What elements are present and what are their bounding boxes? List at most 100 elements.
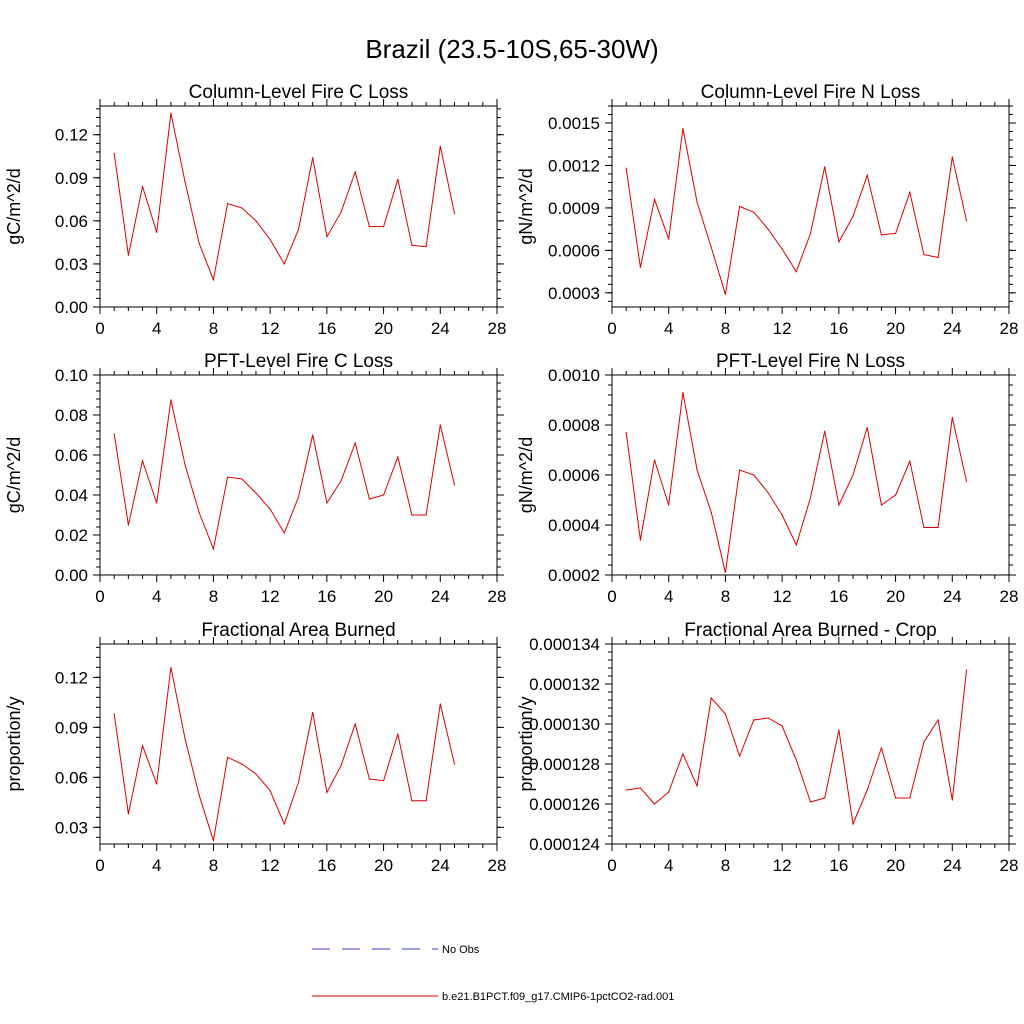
x-tick-label: 12 xyxy=(261,587,280,606)
y-tick-label: 0.0004 xyxy=(548,516,600,535)
data-point xyxy=(170,399,172,401)
chart-panel: 0 4 8 12 16 20 24 28 0.000124 0.000126 0.000128 0.0… xyxy=(516,620,1018,875)
data-point xyxy=(297,496,300,498)
y-tick-label: 0.12 xyxy=(55,668,88,687)
series-line xyxy=(625,128,967,295)
data-point xyxy=(951,799,953,801)
plot-frame xyxy=(99,374,498,576)
data-point xyxy=(113,152,115,154)
x-tick-label: 16 xyxy=(317,856,336,875)
data-point xyxy=(937,256,939,259)
data-point xyxy=(781,248,783,250)
data-point xyxy=(781,725,783,727)
chart-panel: 0 4 8 12 16 20 24 28 0.0002 0.0004 0.0006 0.0008 0.0… xyxy=(516,351,1018,606)
x-tick-label: 28 xyxy=(1000,319,1019,338)
legend-label-no-obs: No Obs xyxy=(442,944,480,956)
panel-title: Fractional Area Burned xyxy=(201,620,395,641)
y-tick-label: 0.06 xyxy=(55,446,88,465)
plot-frame xyxy=(611,643,1010,845)
data-point xyxy=(668,238,670,240)
data-point xyxy=(838,241,840,243)
data-point xyxy=(212,279,215,281)
data-point xyxy=(668,791,670,793)
panel-title: Column-Level Fire C Loss xyxy=(189,82,409,103)
data-point xyxy=(937,719,939,721)
legend-label-model: b.e21.B1PCT.f09_g17.CMIP6-1pctCO2-rad.00… xyxy=(442,991,674,1003)
x-tick-label: 0 xyxy=(607,587,616,606)
data-point xyxy=(880,234,882,236)
data-point xyxy=(824,797,826,799)
data-point xyxy=(141,460,144,462)
x-tick-label: 28 xyxy=(1000,587,1019,606)
data-point xyxy=(682,753,684,755)
figure-title: Brazil (23.5-10S,65-30W) xyxy=(365,34,658,64)
y-tick-label: 0.0010 xyxy=(548,366,600,385)
data-point xyxy=(739,205,741,208)
data-point xyxy=(951,156,953,158)
data-point xyxy=(241,207,243,209)
data-point xyxy=(184,464,186,466)
x-tick-label: 12 xyxy=(773,856,792,875)
x-tick-label: 4 xyxy=(664,587,673,606)
x-tick-label: 4 xyxy=(152,856,161,875)
x-tick-label: 24 xyxy=(431,319,450,338)
y-tick-label: 0.000132 xyxy=(529,675,600,694)
data-point xyxy=(312,711,314,713)
x-tick-label: 4 xyxy=(664,319,673,338)
x-tick-label: 28 xyxy=(1000,856,1019,875)
data-point xyxy=(326,502,328,504)
data-point xyxy=(753,474,755,476)
data-point xyxy=(141,185,144,187)
data-point xyxy=(382,780,385,782)
x-tick-label: 20 xyxy=(886,587,905,606)
y-tick-label: 0.12 xyxy=(55,126,88,145)
y-tick-label: 0.03 xyxy=(55,255,88,274)
y-tick-label: 0.000124 xyxy=(529,835,600,854)
data-point xyxy=(625,167,627,169)
data-point xyxy=(767,491,769,494)
data-point xyxy=(255,773,257,775)
data-point xyxy=(710,511,712,514)
x-tick-label: 20 xyxy=(886,856,905,875)
data-point xyxy=(724,293,727,295)
x-tick-label: 0 xyxy=(95,587,104,606)
data-point xyxy=(212,840,215,842)
data-point xyxy=(368,498,370,500)
y-tick-label: 0.0002 xyxy=(548,566,600,585)
y-tick-label: 0.02 xyxy=(55,526,88,545)
x-tick-label: 0 xyxy=(95,319,104,338)
data-point xyxy=(127,524,129,526)
data-point xyxy=(340,480,342,482)
data-point xyxy=(241,478,243,480)
data-point xyxy=(170,112,172,114)
data-point xyxy=(425,246,427,248)
data-point xyxy=(269,790,271,792)
y-tick-label: 0.03 xyxy=(55,818,88,837)
data-point xyxy=(894,494,897,496)
chart-panel: 0 4 8 12 16 20 24 28 0.03 0.06 0.09 0.12 Fractional … xyxy=(4,620,506,875)
y-tick-label: 0.0012 xyxy=(548,156,600,175)
y-tick-label: 0.09 xyxy=(55,718,88,737)
y-tick-label: 0.04 xyxy=(55,486,88,505)
x-tick-label: 28 xyxy=(488,856,507,875)
data-point xyxy=(894,797,897,799)
data-point xyxy=(127,813,129,815)
data-point xyxy=(127,254,129,256)
x-tick-label: 4 xyxy=(664,856,673,875)
y-tick-label: 0.0006 xyxy=(548,466,600,485)
y-tick-label: 0.06 xyxy=(55,768,88,787)
x-tick-label: 12 xyxy=(261,856,280,875)
data-point xyxy=(909,191,911,193)
data-point xyxy=(866,789,868,791)
data-point xyxy=(781,514,783,516)
data-point xyxy=(156,502,158,504)
y-axis-label: gC/m^2/d xyxy=(4,168,24,244)
data-point xyxy=(965,480,968,482)
data-point xyxy=(113,433,115,435)
data-point xyxy=(838,504,840,506)
x-tick-label: 28 xyxy=(488,587,507,606)
y-tick-label: 0.000130 xyxy=(529,715,600,734)
data-point xyxy=(965,220,968,222)
y-axis-label: gN/m^2/d xyxy=(516,168,536,244)
data-point xyxy=(880,747,882,749)
